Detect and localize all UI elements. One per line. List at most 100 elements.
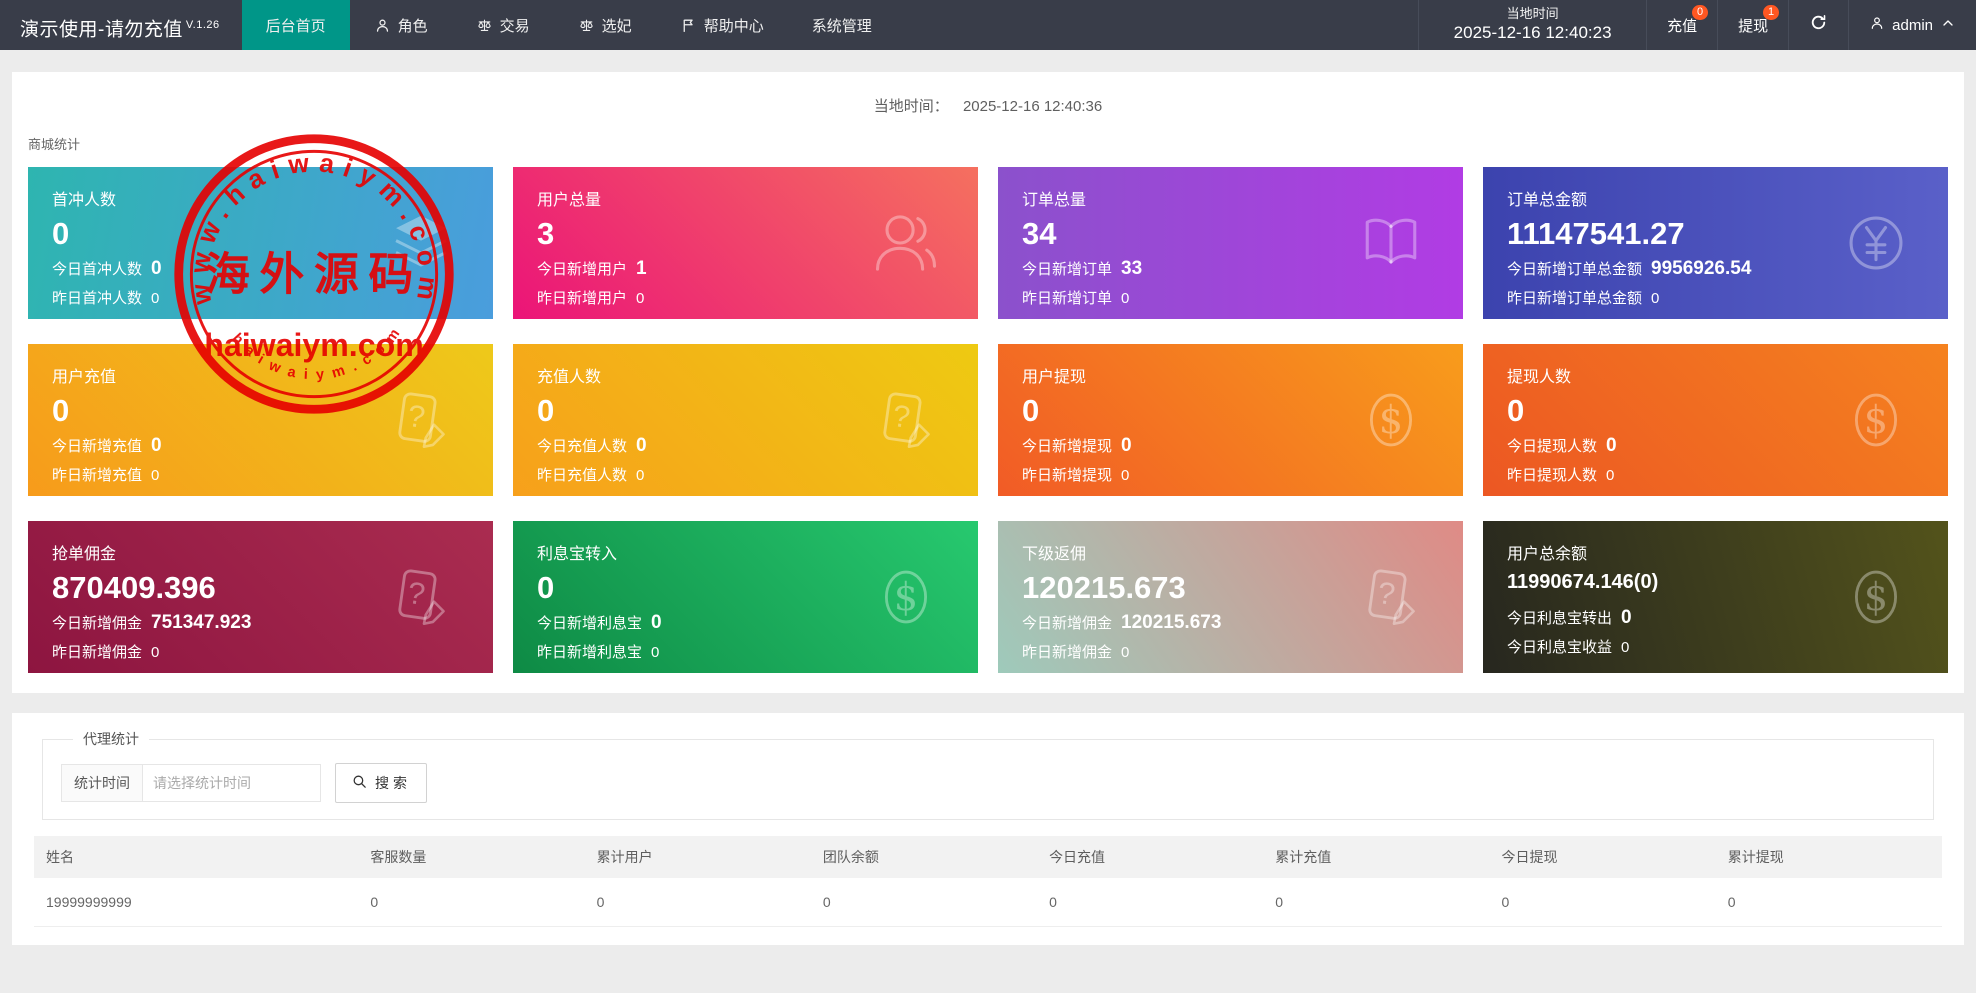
table-header-cell: 累计充值 [1263, 836, 1490, 878]
stat-time-label: 统计时间 [61, 764, 143, 802]
user-menu[interactable]: admin [1848, 0, 1976, 50]
svg-text:$: $ [1379, 398, 1403, 442]
table-cell: 0 [584, 878, 811, 927]
card-yesterday-line: 昨日新增提现 0 [1022, 467, 1130, 485]
app-title: 演示使用-请勿充值 V.1.26 [20, 19, 220, 41]
doc-edit-icon: ? [383, 382, 459, 458]
recharge-badge: 0 [1692, 5, 1709, 20]
stat-card-9: 抢单佣金 870409.396 今日新增佣金 751347.923 昨日新增佣金 0? [28, 521, 493, 673]
stat-time-input[interactable] [143, 764, 321, 802]
doc-edit-icon: ? [1353, 559, 1429, 635]
table-header-cell: 姓名 [34, 836, 359, 878]
card-title: 提现人数 [1507, 369, 1572, 386]
card-title: 利息宝转入 [537, 546, 618, 563]
nav-item-0[interactable]: 后台首页 [241, 0, 350, 50]
dollar-icon: $ [1838, 559, 1914, 635]
nav-menu: 后台首页 角色 交易 选妃 帮助中心 系统管理 [241, 0, 896, 50]
card-title: 用户充值 [52, 369, 117, 386]
local-time-value: 2025-12-16 12:40:23 [1453, 23, 1612, 43]
table-header-cell: 今日充值 [1037, 836, 1264, 878]
table-cell: 0 [1489, 878, 1716, 927]
nav-item-1[interactable]: 角色 [350, 0, 452, 50]
nav-item-4[interactable]: 帮助中心 [656, 0, 788, 50]
content-time-line: 当地时间： 2025-12-16 12:40:36 [873, 98, 1103, 115]
stat-card-5: 用户充值 0 今日新增充值 0 昨日新增充值 0? [28, 344, 493, 496]
stats-panel: 当地时间： 2025-12-16 12:40:36 商城统计 首冲人数 0 今日首冲… [12, 72, 1964, 693]
card-title: 用户总余额 [1507, 546, 1588, 563]
card-yesterday-line: 昨日新增利息宝 0 [537, 644, 660, 662]
card-title: 首冲人数 [52, 192, 117, 209]
local-time-block: 当地时间 2025-12-16 12:40:23 [1418, 0, 1646, 50]
card-value: 11147541.27 [1507, 216, 1685, 251]
table-header-cell: 团队余额 [810, 836, 1038, 878]
card-value: 0 [52, 216, 70, 251]
nav-item-3[interactable]: 选妃 [554, 0, 656, 50]
refresh-icon [1809, 13, 1828, 37]
card-yesterday-line: 昨日充值人数 0 [537, 467, 645, 485]
svg-text:$: $ [1864, 398, 1888, 442]
card-today-line: 今日新增订单 33 [1022, 258, 1143, 280]
card-value: 0 [1022, 393, 1040, 428]
user-icon [1869, 15, 1885, 35]
section-title: 商城统计 [28, 137, 81, 152]
table-header-cell: 客服数量 [358, 836, 585, 878]
agent-table-body: 19999999999 0 0 0 0 0 0 0 [34, 878, 1942, 927]
search-button[interactable]: 搜索 [335, 763, 427, 803]
card-value: 0 [537, 393, 555, 428]
username: admin [1892, 16, 1933, 34]
card-value: 120215.673 [1022, 570, 1186, 605]
svg-text:$: $ [1864, 575, 1888, 619]
card-today-line: 今日首冲人数 0 [52, 258, 162, 280]
card-today-line: 今日新增利息宝 0 [537, 612, 662, 634]
stat-card-4: 订单总金额 11147541.27 今日新增订单总金额 9956926.54 昨日新增订… [1483, 167, 1948, 319]
table-cell: 0 [358, 878, 585, 927]
stat-card-1: 首冲人数 0 今日首冲人数 0 昨日首冲人数 0 [28, 167, 493, 319]
app-version: V.1.26 [185, 19, 220, 31]
card-today-line: 今日新增用户 1 [537, 258, 647, 280]
card-title: 充值人数 [537, 369, 602, 386]
card-value: 11990674.146(0) [1507, 571, 1659, 593]
table-row: 19999999999 0 0 0 0 0 0 0 [34, 878, 1942, 927]
table-header-cell: 累计提现 [1715, 836, 1942, 878]
table-cell: 0 [1263, 878, 1490, 927]
local-time-label: 当地时间 [1506, 5, 1559, 21]
card-value: 3 [537, 216, 555, 251]
withdraw-badge: 1 [1763, 5, 1780, 20]
card-yesterday-line: 昨日新增佣金 0 [52, 644, 160, 662]
card-value: 0 [1507, 393, 1525, 428]
card-today-line: 今日新增佣金 120215.673 [1022, 612, 1222, 634]
card-today-line: 今日提现人数 0 [1507, 435, 1617, 457]
card-yesterday-line: 昨日新增订单 0 [1022, 290, 1130, 308]
agent-filter-row: 统计时间 搜索 [61, 763, 1915, 803]
doc-edit-icon: ? [383, 559, 459, 635]
user-icon [374, 17, 391, 34]
stat-card-11: 下级返佣 120215.673 今日新增佣金 120215.673 昨日新增佣金 0? [998, 521, 1463, 673]
recharge-button[interactable]: 充值 0 [1646, 0, 1717, 50]
scale-icon [476, 17, 493, 34]
nav-item-2[interactable]: 交易 [452, 0, 554, 50]
card-today-line: 今日新增佣金 751347.923 [52, 612, 252, 634]
withdraw-button[interactable]: 提现 1 [1717, 0, 1788, 50]
card-yesterday-line: 昨日首冲人数 0 [52, 290, 160, 308]
card-today-line: 今日新增提现 0 [1022, 435, 1132, 457]
card-today-line: 今日利息宝转出 0 [1507, 607, 1632, 628]
nav-right: 当地时间 2025-12-16 12:40:23 充值 0 提现 1 [1418, 0, 1976, 50]
svg-text:$: $ [894, 575, 918, 619]
refresh-button[interactable] [1788, 0, 1848, 50]
agent-legend: 代理统计 [83, 731, 139, 747]
card-value: 34 [1022, 216, 1057, 251]
nav-item-5[interactable]: 系统管理 [811, 17, 872, 35]
dollar-icon: $ [868, 559, 944, 635]
table-cell: 0 [810, 878, 1038, 927]
card-title: 订单总金额 [1507, 192, 1588, 209]
flag-icon [680, 17, 697, 34]
card-value: 0 [52, 393, 70, 428]
stat-card-12: 用户总余额 11990674.146(0) 今日利息宝转出 0 今日利息宝收益 0 $ [1483, 521, 1948, 673]
chevron-up-icon [1940, 15, 1956, 35]
layers-icon [383, 205, 459, 281]
stat-card-10: 利息宝转入 0 今日新增利息宝 0 昨日新增利息宝 0 $ [513, 521, 978, 673]
stat-card-2: 用户总量 3 今日新增用户 1 昨日新增用户 0 [513, 167, 978, 319]
agent-fieldset: 代理统计 统计时间 搜索 [42, 729, 1934, 820]
yen-icon [1838, 205, 1914, 281]
table-header-cell: 累计用户 [584, 836, 811, 878]
